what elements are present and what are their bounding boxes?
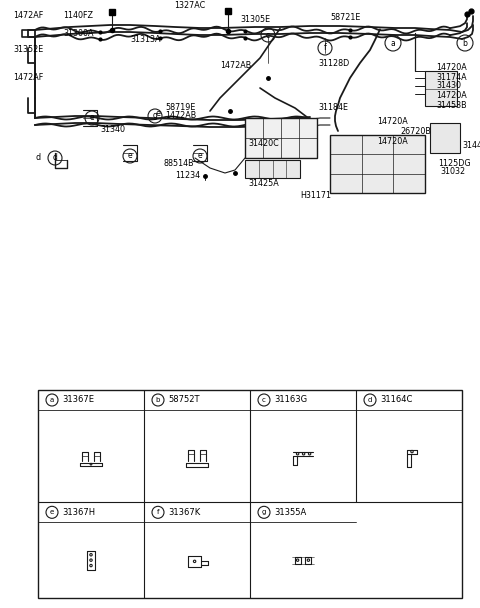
Text: 31128D: 31128D (318, 58, 349, 67)
Bar (430, 123, 460, 153)
Text: 31184E: 31184E (318, 103, 348, 112)
Text: 1472AF: 1472AF (13, 74, 43, 83)
Text: e: e (90, 114, 94, 122)
Text: d: d (36, 153, 41, 162)
Text: 31420C: 31420C (248, 139, 279, 148)
Text: f: f (157, 510, 159, 516)
Bar (330, 135, 425, 193)
Text: 31032: 31032 (440, 167, 465, 176)
Text: e: e (198, 151, 202, 161)
Text: 31174A: 31174A (436, 72, 467, 81)
Text: 31367H: 31367H (62, 508, 95, 517)
Text: 31340: 31340 (100, 125, 125, 134)
Text: a: a (391, 38, 396, 47)
Text: 14720A: 14720A (377, 137, 408, 145)
Text: 31163G: 31163G (274, 395, 307, 404)
Text: c: c (262, 397, 266, 403)
Bar (425, 71, 457, 106)
Text: d: d (368, 397, 372, 403)
Text: d: d (53, 153, 58, 162)
Bar (245, 160, 300, 178)
Text: 26720B: 26720B (400, 126, 431, 136)
Text: 1140FZ: 1140FZ (63, 12, 93, 21)
Text: 1472AF: 1472AF (13, 12, 43, 21)
Text: e: e (128, 151, 132, 161)
Text: 1327AC: 1327AC (174, 1, 205, 10)
Text: 14720A: 14720A (377, 117, 408, 125)
Text: 1472AB: 1472AB (220, 61, 251, 71)
Text: 58721E: 58721E (330, 13, 360, 22)
Text: 14720A: 14720A (436, 91, 467, 100)
Text: 1472AB: 1472AB (165, 111, 196, 120)
Bar (38, 390, 462, 598)
Text: 31425A: 31425A (248, 179, 279, 187)
Text: 31300A: 31300A (63, 29, 94, 38)
Text: g: g (262, 510, 266, 516)
Text: 1125DG: 1125DG (438, 159, 470, 167)
Text: 31430: 31430 (436, 81, 461, 91)
Text: f: f (324, 44, 326, 52)
Text: g: g (153, 111, 157, 120)
Text: 31305E: 31305E (240, 15, 270, 24)
Text: a: a (50, 397, 54, 403)
Text: 11234: 11234 (175, 170, 200, 179)
Text: e: e (155, 108, 160, 117)
Text: 58719E: 58719E (165, 103, 195, 112)
Text: 31449: 31449 (462, 140, 480, 150)
Text: e: e (50, 510, 54, 516)
Text: 58752T: 58752T (168, 395, 200, 404)
Text: 88514B: 88514B (163, 159, 193, 167)
Text: 14720A: 14720A (436, 63, 467, 72)
Text: 31352E: 31352E (13, 46, 43, 55)
Bar (245, 118, 317, 158)
Text: 31367E: 31367E (62, 395, 94, 404)
Text: 31313A: 31313A (130, 35, 160, 44)
Text: 31164C: 31164C (380, 395, 412, 404)
Text: b: b (156, 397, 160, 403)
Text: 31453B: 31453B (436, 100, 467, 109)
Text: 31367K: 31367K (168, 508, 200, 517)
Text: c: c (266, 30, 270, 40)
Text: H31171: H31171 (300, 190, 331, 199)
Text: 31355A: 31355A (274, 508, 306, 517)
Text: b: b (463, 38, 468, 47)
